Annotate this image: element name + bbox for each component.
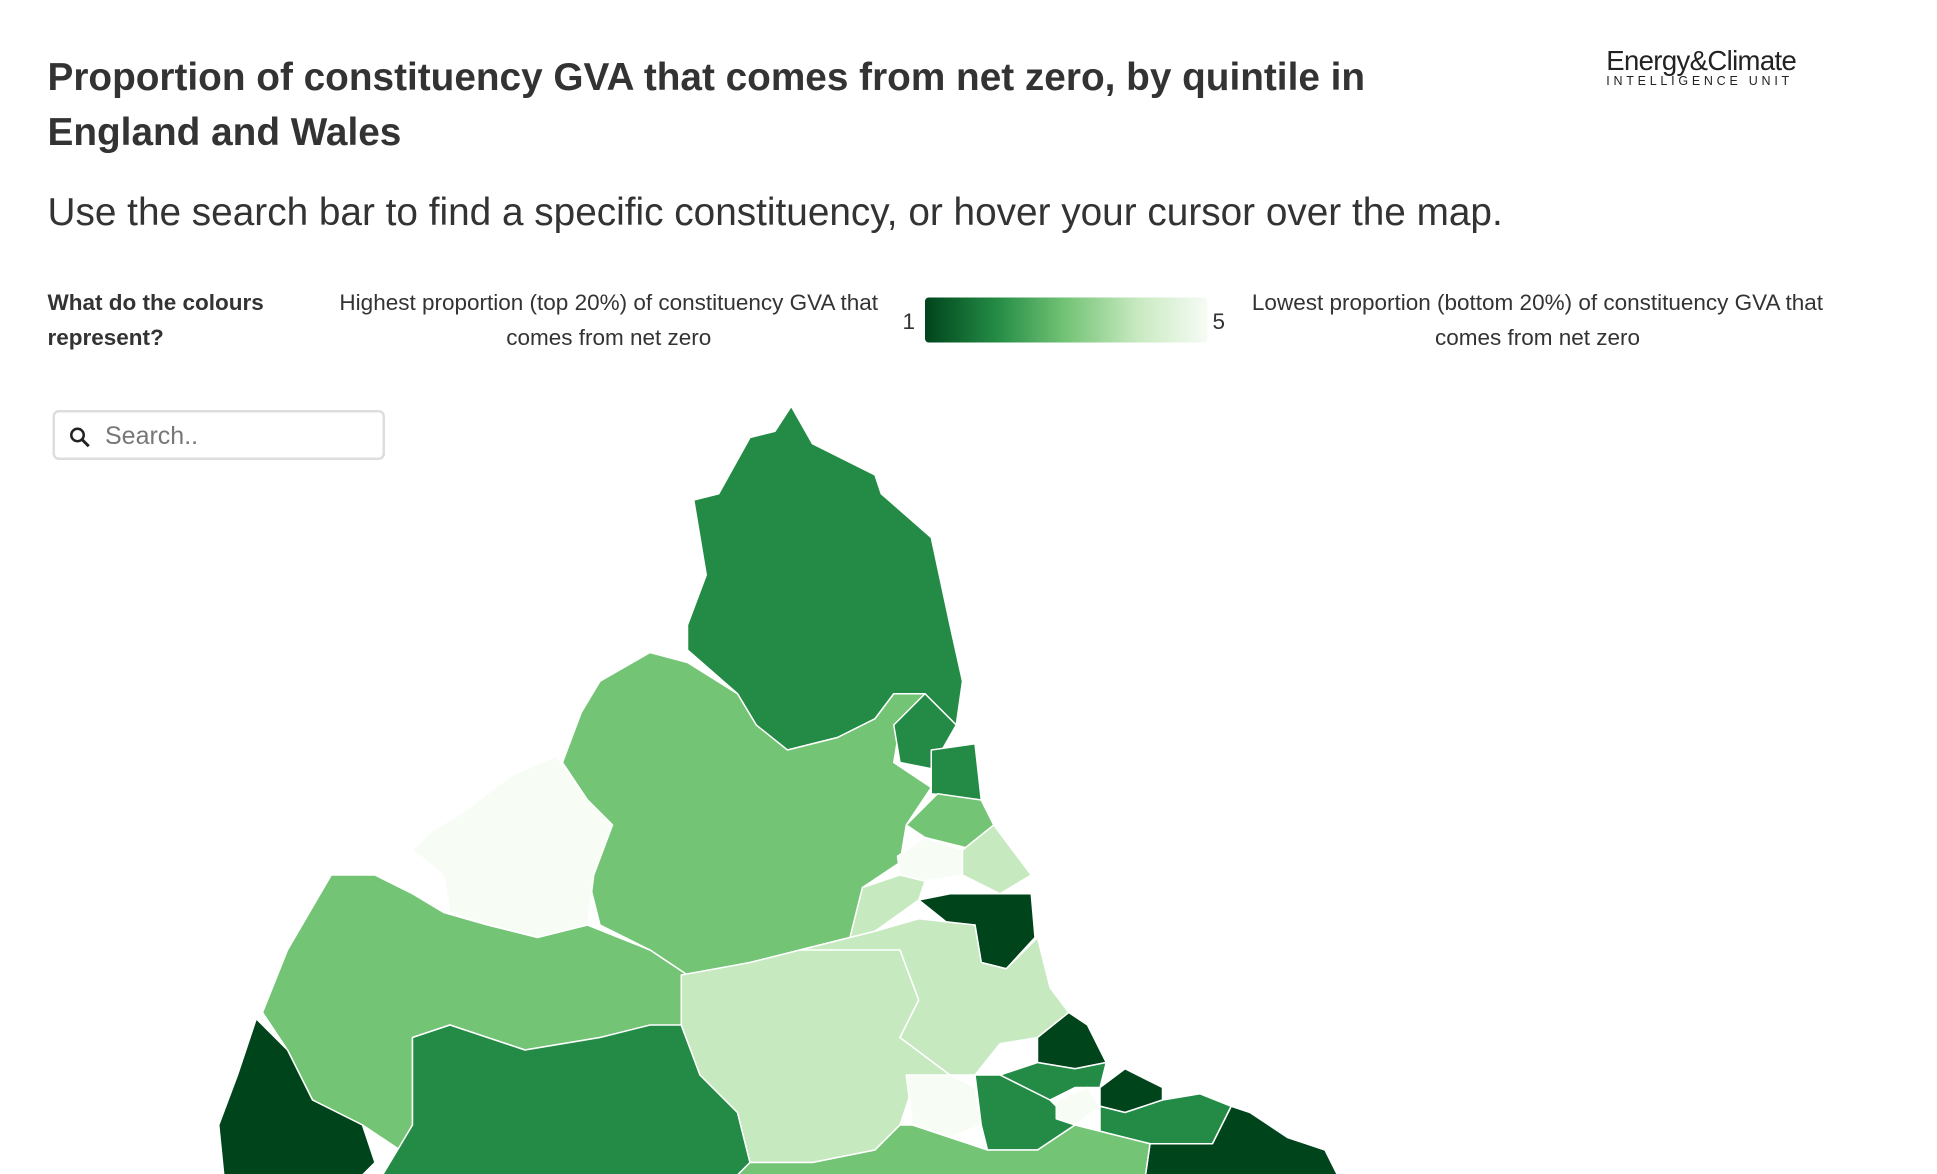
constituency[interactable] <box>1055 1086 1101 1126</box>
regions <box>218 405 1344 1174</box>
search-placeholder: Search.. <box>105 422 199 451</box>
constituency[interactable] <box>218 1018 376 1174</box>
constituency[interactable] <box>1144 1105 1344 1174</box>
constituency[interactable] <box>930 743 982 801</box>
logo-unit: INTELLIGENCE UNIT <box>1606 75 1793 89</box>
search-box[interactable]: Search.. <box>52 410 385 460</box>
logo[interactable]: Energy&Climate INTELLIGENCE UNIT <box>1606 45 1797 89</box>
legend-bar <box>925 297 1208 343</box>
legend-max: 5 <box>1212 308 1226 334</box>
constituency[interactable] <box>961 824 1032 895</box>
legend-low-label: Lowest proportion (bottom 20%) of consti… <box>1251 290 1824 350</box>
legend-min: 1 <box>902 308 916 334</box>
search-icon <box>70 427 90 448</box>
legend-high-label: Highest proportion (top 20%) of constitu… <box>339 290 879 350</box>
constituency[interactable] <box>411 755 614 939</box>
title: Proportion of constituency GVA that come… <box>47 55 1366 154</box>
logo-name: Energy&Climate <box>1606 45 1797 77</box>
subtitle: Use the search bar to find a specific co… <box>47 190 1503 234</box>
legend-question: What do the colours represent? <box>47 290 264 350</box>
constituency[interactable] <box>700 1124 1151 1174</box>
